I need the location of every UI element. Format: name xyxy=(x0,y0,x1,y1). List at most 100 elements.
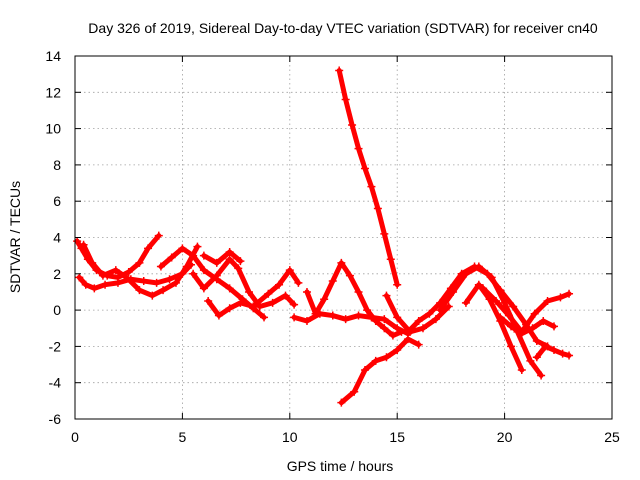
series-track xyxy=(304,260,404,339)
data-point xyxy=(328,277,337,286)
data-point xyxy=(509,302,518,311)
series-sat-c xyxy=(79,240,202,300)
data-point xyxy=(320,295,329,304)
data-point xyxy=(526,356,535,365)
series-track xyxy=(201,249,243,266)
data-point xyxy=(492,297,501,306)
data-point xyxy=(98,271,107,280)
data-point xyxy=(139,277,148,286)
series-sat-m xyxy=(403,262,552,351)
data-point xyxy=(159,286,168,295)
data-point xyxy=(354,311,363,320)
data-point xyxy=(79,240,88,249)
y-tick-label: -2 xyxy=(49,338,62,354)
data-point xyxy=(504,311,513,320)
series-sat-j xyxy=(335,66,402,289)
data-point xyxy=(212,258,221,267)
series-sat-i xyxy=(302,258,406,340)
data-point xyxy=(360,365,369,374)
data-point xyxy=(382,291,391,300)
series-track xyxy=(405,264,551,349)
data-point xyxy=(81,280,90,289)
chart-title: Day 326 of 2019, Sidereal Day-to-day VTE… xyxy=(88,20,598,36)
data-point xyxy=(337,258,346,267)
y-tick-label: 8 xyxy=(53,157,61,173)
data-point xyxy=(124,267,133,276)
data-point xyxy=(507,322,516,331)
data-point xyxy=(393,313,402,322)
data-point xyxy=(178,244,187,253)
data-point xyxy=(328,311,337,320)
data-point xyxy=(436,306,445,315)
data-point xyxy=(382,353,391,362)
data-point xyxy=(528,324,537,333)
x-tick-label: 20 xyxy=(497,429,513,445)
series-track xyxy=(190,256,297,309)
data-point xyxy=(302,287,311,296)
data-point xyxy=(199,284,208,293)
series-sat-h xyxy=(290,309,412,338)
series-sat-k xyxy=(337,335,423,407)
data-point xyxy=(541,342,550,351)
data-point xyxy=(290,313,299,322)
data-point xyxy=(152,278,161,287)
data-point xyxy=(244,287,253,296)
data-point xyxy=(414,316,423,325)
series-sat-e xyxy=(189,255,299,311)
data-point xyxy=(268,298,277,307)
data-point xyxy=(189,251,198,260)
data-point xyxy=(487,273,496,282)
data-point xyxy=(212,271,221,280)
data-point xyxy=(275,280,284,289)
data-point xyxy=(517,365,526,374)
data-point xyxy=(558,349,567,358)
data-point xyxy=(403,335,412,344)
data-point xyxy=(371,356,380,365)
data-point xyxy=(565,351,574,360)
data-point xyxy=(204,297,213,306)
data-point xyxy=(281,291,290,300)
y-tick-label: 14 xyxy=(45,48,61,64)
data-point xyxy=(111,266,120,275)
series-track xyxy=(291,311,411,337)
data-point xyxy=(532,353,541,362)
data-point xyxy=(135,286,144,295)
x-axis-label: GPS time / hours xyxy=(287,458,394,474)
data-point xyxy=(449,287,458,296)
y-tick-label: 2 xyxy=(53,266,61,282)
series-sat-r xyxy=(532,342,574,362)
data-point xyxy=(479,284,488,293)
data-point xyxy=(290,300,299,309)
data-point xyxy=(371,316,380,325)
series-sat-q xyxy=(479,284,574,336)
data-point xyxy=(363,306,372,315)
data-point xyxy=(474,262,483,271)
data-point xyxy=(393,324,402,333)
data-point xyxy=(393,346,402,355)
data-point xyxy=(302,316,311,325)
x-tick-label: 10 xyxy=(282,429,298,445)
data-point xyxy=(294,278,303,287)
data-point xyxy=(193,242,202,251)
data-point xyxy=(122,273,131,282)
data-point xyxy=(425,309,434,318)
series-sat-n xyxy=(436,262,546,380)
data-point xyxy=(249,302,258,311)
data-point xyxy=(225,248,234,257)
data-point xyxy=(335,66,344,75)
data-point xyxy=(171,278,180,287)
grid-lines xyxy=(75,56,612,419)
data-point xyxy=(507,342,516,351)
data-point xyxy=(350,387,359,396)
data-point xyxy=(113,278,122,287)
data-point xyxy=(88,258,97,267)
data-point xyxy=(236,298,245,307)
data-point xyxy=(311,309,320,318)
data-point xyxy=(225,255,234,264)
data-point xyxy=(225,304,234,313)
series-track xyxy=(74,233,162,280)
y-tick-label: 10 xyxy=(45,121,61,137)
data-point xyxy=(500,298,509,307)
data-point xyxy=(165,275,174,284)
